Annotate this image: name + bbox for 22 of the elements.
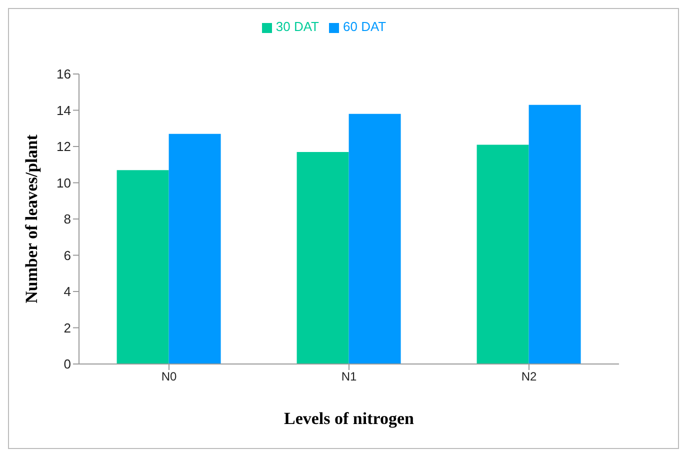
bar bbox=[528, 104, 581, 364]
y-tick-label: 2 bbox=[64, 320, 71, 336]
bar bbox=[296, 152, 349, 364]
x-tick-label: N2 bbox=[521, 370, 537, 384]
y-tick-label: 0 bbox=[64, 356, 71, 372]
bar bbox=[348, 114, 401, 364]
x-axis-title: Levels of nitrogen bbox=[284, 409, 415, 428]
y-axis-title: Number of leaves/plant bbox=[22, 134, 42, 304]
x-tick-label: N0 bbox=[161, 370, 177, 384]
y-tick-label: 12 bbox=[56, 139, 71, 154]
y-tick-label: 4 bbox=[64, 284, 71, 300]
y-tick-label: 8 bbox=[64, 212, 71, 227]
legend-label: 30 DAT bbox=[276, 19, 319, 34]
legend-label: 60 DAT bbox=[343, 19, 386, 34]
bar bbox=[168, 134, 221, 364]
y-tick-label: 6 bbox=[64, 248, 71, 263]
x-tick-label: N1 bbox=[341, 370, 357, 384]
y-tick-label: 10 bbox=[56, 175, 71, 190]
y-tick-label: 14 bbox=[56, 102, 71, 118]
y-tick-label: 16 bbox=[56, 66, 71, 82]
bar bbox=[476, 144, 529, 364]
bar bbox=[116, 170, 169, 364]
